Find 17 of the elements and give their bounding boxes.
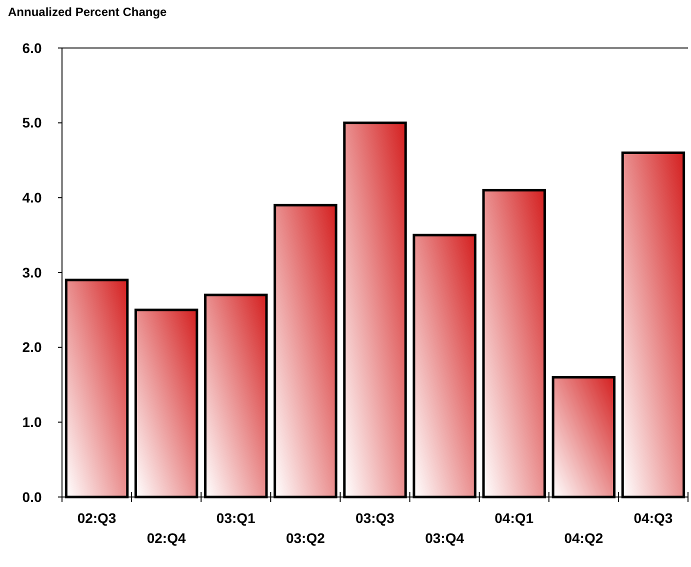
x-tick-label: 04:Q2 [564,530,604,546]
x-tick-label: 02:Q4 [146,530,186,546]
x-tick-label: 03:Q3 [356,510,395,526]
y-tick-label: 6.0 [22,40,42,56]
y-tick-label: 4.0 [22,190,42,206]
y-tick-label: 3.0 [22,264,42,280]
y-tick-label: 2.0 [22,339,42,356]
x-tick-label: 03:Q1 [216,510,256,526]
y-tick-label: 0.0 [22,488,42,505]
x-tick-label: 03:Q4 [425,530,464,546]
y-tick-label: 5.0 [22,114,42,131]
chart-title: Annualized Percent Change [8,5,168,19]
y-tick-label: 1.0 [22,414,42,430]
x-tick-label: 03:Q2 [286,530,326,546]
x-tick-label: 02:Q3 [77,510,116,526]
x-tick-label: 04:Q1 [494,510,534,526]
x-tick-label: 04:Q3 [634,510,673,526]
